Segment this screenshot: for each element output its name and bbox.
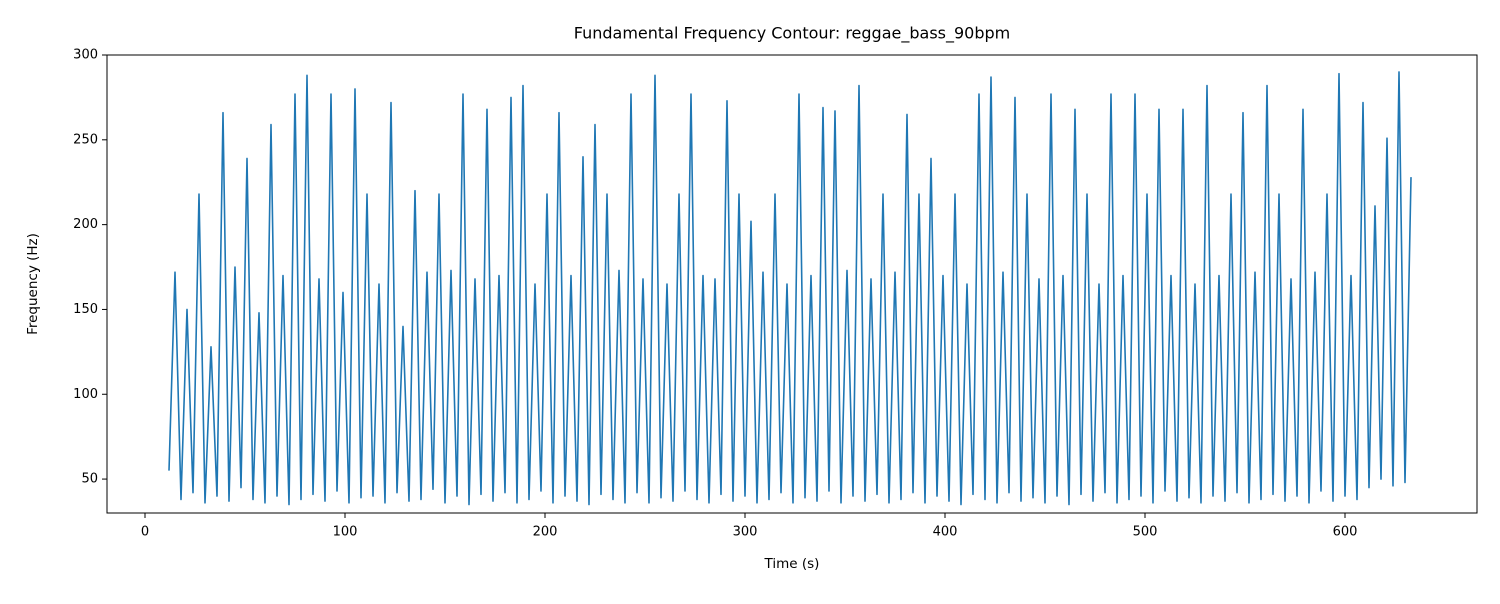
f0-line [168,71,1412,506]
y-tick-label: 100 [73,387,98,402]
x-tick-label: 0 [141,525,149,540]
y-tick-label: 250 [73,132,98,147]
x-tick-label: 600 [1333,525,1358,540]
chart-title: Fundamental Frequency Contour: reggae_ba… [574,24,1011,44]
y-tick-label: 200 [73,217,98,232]
x-tick-label: 500 [1133,525,1158,540]
x-tick-label: 400 [933,525,958,540]
x-tick-label: 300 [733,525,758,540]
y-tick-label: 50 [81,472,98,487]
x-tick-label: 100 [333,525,358,540]
y-axis-label: Frequency (Hz) [25,233,41,335]
x-axis-label: Time (s) [764,556,820,572]
y-tick-label: 150 [73,302,98,317]
x-tick-label: 200 [533,525,558,540]
plot-frame [106,54,1478,514]
y-tick-label: 300 [73,48,98,63]
